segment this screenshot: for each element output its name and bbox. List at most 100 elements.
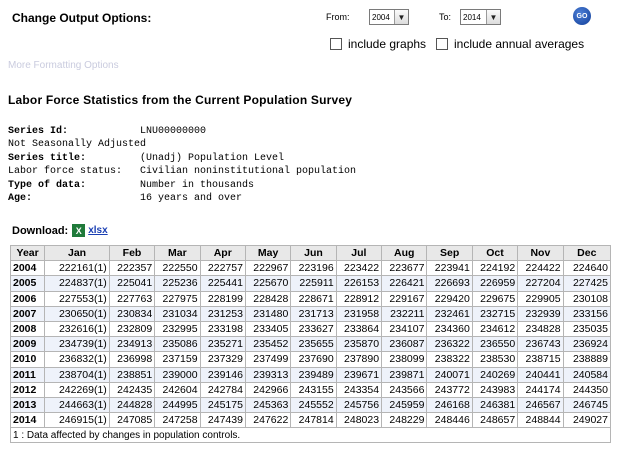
from-year-select[interactable]: 2004 ▼: [369, 9, 409, 25]
table-cell: 222357: [108, 260, 156, 277]
table-cell: 243772: [426, 381, 473, 398]
table-cell: 228199: [199, 290, 246, 307]
year-cell: 2014: [9, 412, 46, 429]
series-title-value: (Unadj) Population Level: [140, 152, 285, 164]
include-annual-averages-option[interactable]: include annual averages: [436, 37, 584, 51]
year-cell: 2004: [9, 260, 46, 277]
excel-icon[interactable]: X: [72, 224, 86, 237]
table-cell: 225911: [290, 275, 337, 292]
table-cell: 236832(1): [44, 351, 110, 368]
labor-force-status-label: Labor force status:: [8, 166, 123, 178]
age-label: Age:: [8, 193, 33, 205]
table-cell: 235655: [290, 336, 337, 353]
table-cell: 226959: [471, 275, 519, 292]
table-cell: 249027: [562, 412, 612, 429]
table-cell: 242604: [154, 381, 201, 398]
table-cell: 240584: [562, 366, 612, 383]
table-cell: 229167: [381, 290, 428, 307]
table-cell: 226421: [381, 275, 428, 292]
series-title-label: Series title:: [8, 152, 87, 164]
year-cell: 2006: [9, 290, 46, 307]
table-cell: 222757: [199, 260, 246, 277]
from-year-value: 2004: [372, 12, 390, 22]
table-cell: 239871: [381, 366, 428, 383]
column-header: Jan: [44, 244, 110, 262]
include-graphs-checkbox[interactable]: [330, 38, 342, 50]
table-cell: 240269: [471, 366, 519, 383]
table-cell: 224640: [562, 260, 612, 277]
table-cell: 238889: [562, 351, 612, 368]
column-header: Dec: [562, 244, 612, 262]
table-cell: 239313: [244, 366, 292, 383]
column-header: Year: [9, 244, 46, 262]
table-cell: 223941: [426, 260, 473, 277]
table-cell: 229905: [517, 290, 564, 307]
table-cell: 244663(1): [44, 396, 110, 414]
table-cell: 242435: [108, 381, 156, 398]
table-cell: 233198: [199, 320, 246, 338]
table-cell: 238530: [471, 351, 519, 368]
table-cell: 246915(1): [44, 412, 110, 429]
chevron-down-icon[interactable]: ▼: [486, 10, 500, 24]
table-cell: 235870: [335, 336, 383, 353]
column-header: Apr: [199, 244, 246, 262]
table-cell: 245756: [335, 396, 383, 414]
column-header: Jul: [335, 244, 383, 262]
table-cell: 231253: [199, 305, 246, 322]
table-cell: 247622: [244, 412, 292, 429]
table-cell: 243983: [471, 381, 519, 398]
table-cell: 233627: [290, 320, 337, 338]
download-label: Download:: [12, 224, 69, 237]
table-cell: 237329: [199, 351, 246, 368]
go-button[interactable]: GO: [573, 7, 591, 25]
chevron-down-icon[interactable]: ▼: [394, 10, 408, 24]
table-cell: 239489: [290, 366, 337, 383]
table-cell: 232616(1): [44, 320, 110, 338]
table-cell: 223677: [381, 260, 428, 277]
column-header: Aug: [381, 244, 428, 262]
table-cell: 228428: [244, 290, 292, 307]
table-cell: 234739(1): [44, 336, 110, 353]
table-cell: 228912: [335, 290, 383, 307]
table-cell: 247439: [199, 412, 246, 429]
table-cell: 232995: [154, 320, 201, 338]
include-graphs-option[interactable]: include graphs: [330, 37, 426, 51]
table-cell: 236998: [108, 351, 156, 368]
table-cell: 237690: [290, 351, 337, 368]
table-row: 2014 246915(1) 247085 247258 247439 247622 247…: [9, 412, 612, 429]
table-cell: 236924: [562, 336, 612, 353]
series-id-label: Series Id:: [8, 126, 69, 137]
table-cell: 222967: [244, 260, 292, 277]
table-cell: 246567: [517, 396, 564, 414]
table-cell: 234612: [471, 320, 519, 338]
table-cell: 231958: [335, 305, 383, 322]
year-cell: 2007: [9, 305, 46, 322]
table-cell: 223196: [290, 260, 337, 277]
to-year-select[interactable]: 2014 ▼: [460, 9, 501, 25]
seasonal-adjustment-text: Not Seasonally Adjusted: [8, 139, 147, 151]
include-annual-averages-checkbox[interactable]: [436, 38, 448, 50]
table-cell: 227975: [154, 290, 201, 307]
table-row: 2005 224837(1) 225041 225236 225441 225670 225…: [9, 275, 612, 292]
year-cell: 2010: [9, 351, 46, 368]
table-cell: 236550: [471, 336, 519, 353]
series-id-value: LNU00000000: [140, 126, 207, 137]
more-formatting-link[interactable]: More Formatting Options: [8, 60, 119, 71]
table-cell: 248657: [471, 412, 519, 429]
table-cell: 222161(1): [44, 260, 110, 277]
table-cell: 247258: [154, 412, 201, 429]
table-cell: 225041: [108, 275, 156, 292]
table-cell: 233864: [335, 320, 383, 338]
year-cell: 2013: [9, 396, 46, 414]
table-cell: 245552: [290, 396, 337, 414]
table-row: 2012 242269(1) 242435 242604 242784 242966 243…: [9, 381, 612, 398]
footnote: 1 : Data affected by changes in populati…: [10, 427, 611, 444]
table-cell: 232939: [517, 305, 564, 322]
table-cell: 234913: [108, 336, 156, 353]
table-cell: 248229: [381, 412, 428, 429]
table-cell: 227553(1): [44, 290, 110, 307]
column-header: May: [244, 244, 292, 262]
table-cell: 245959: [381, 396, 428, 414]
table-cell: 232809: [108, 320, 156, 338]
xlsx-download-link[interactable]: xlsx: [88, 225, 108, 236]
